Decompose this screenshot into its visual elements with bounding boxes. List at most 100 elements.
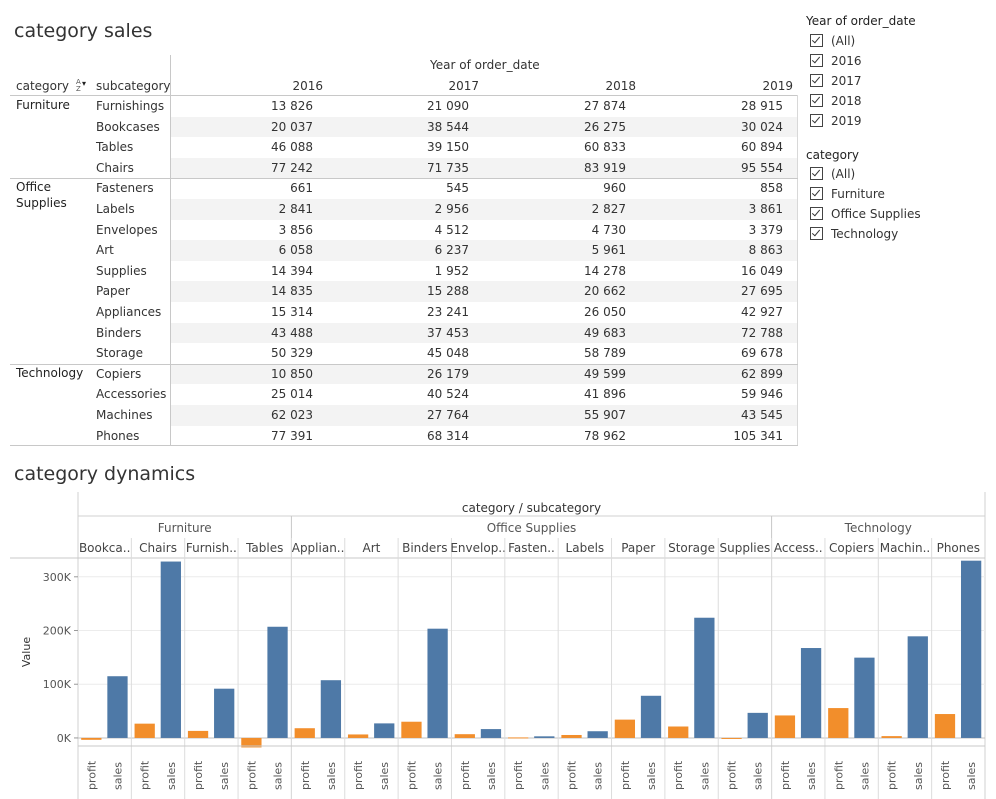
checkbox-checked-icon[interactable] (810, 227, 823, 240)
sales-bar[interactable] (747, 712, 768, 738)
value-cell: 858 (760, 181, 783, 196)
subcategory-cell: Fasteners (96, 181, 154, 196)
filter-option-category[interactable]: Office Supplies (810, 207, 921, 223)
sales-bar[interactable] (907, 636, 928, 738)
subcategory-header: Binders (402, 541, 447, 555)
filter-option-year[interactable]: 2017 (810, 74, 862, 90)
dynamics-title: category dynamics (14, 463, 196, 485)
sales-bar[interactable] (640, 695, 662, 738)
year-header: 2016 (292, 79, 323, 93)
x-tick-label: profit (352, 760, 365, 790)
subcategory-header: Access.. (774, 541, 823, 555)
sales-bar[interactable] (800, 648, 822, 738)
sales-bar[interactable] (694, 617, 715, 738)
sales-bar[interactable] (107, 676, 128, 738)
value-cell: 23 241 (427, 305, 469, 319)
sales-bar[interactable] (267, 626, 288, 738)
profit-bar[interactable] (774, 715, 796, 738)
value-cell: 37 453 (427, 325, 469, 340)
value-cell: 71 735 (427, 160, 469, 175)
filter-option-label: Furniture (831, 187, 885, 201)
profit-bar[interactable] (934, 714, 956, 738)
subcategory-header: Tables (245, 541, 283, 555)
y-tick-label: 100K (43, 678, 72, 691)
category-header: Furniture (158, 521, 212, 535)
sales-bar[interactable] (320, 680, 342, 738)
profit-bar[interactable] (187, 730, 209, 738)
y-tick-label: 0K (57, 732, 72, 745)
year-header: 2017 (448, 79, 479, 93)
profit-bar[interactable] (561, 734, 582, 738)
sales-bar[interactable] (374, 723, 395, 738)
sales-bar[interactable] (214, 688, 235, 738)
filter-option-category[interactable]: (All) (810, 167, 855, 183)
profit-bar[interactable] (508, 737, 529, 739)
category-header: Technology (844, 521, 912, 535)
filter-option-year[interactable]: (All) (810, 34, 855, 50)
checkbox-checked-icon[interactable] (810, 167, 823, 180)
filter-option-category[interactable]: Furniture (810, 187, 885, 203)
subcategory-cell: Chairs (96, 160, 134, 175)
subcategory-header: Applian.. (292, 541, 345, 555)
profit-bar[interactable] (294, 728, 315, 738)
profit-bar[interactable] (347, 734, 369, 738)
sales-bar[interactable] (427, 628, 448, 738)
sort-dropdown-icon[interactable]: ▾ (82, 79, 87, 88)
filter-option-category[interactable]: Technology (810, 227, 898, 243)
value-cell: 50 329 (271, 346, 313, 361)
sales-bar[interactable] (480, 729, 502, 738)
profit-bar[interactable] (134, 723, 155, 738)
x-tick-label: profit (566, 760, 579, 790)
value-cell: 27 764 (427, 408, 469, 422)
sales-bar[interactable] (854, 657, 875, 738)
category-column-header[interactable]: category (16, 79, 70, 93)
subcategory-cell: Phones (96, 428, 140, 443)
checkbox-checked-icon[interactable] (810, 187, 823, 200)
profit-bar[interactable] (881, 736, 902, 738)
value-cell: 78 962 (584, 428, 626, 443)
sales-bar[interactable] (587, 731, 608, 738)
sales-bar[interactable] (160, 561, 181, 738)
profit-bar[interactable] (828, 708, 849, 738)
checkbox-checked-icon[interactable] (810, 54, 823, 67)
columns-header-title: Year of order_date (430, 58, 540, 72)
sales-bar[interactable] (960, 560, 982, 738)
subcategory-header: Fasten.. (508, 541, 555, 555)
value-cell: 30 024 (741, 119, 783, 134)
profit-bar[interactable] (454, 734, 475, 738)
profit-bar[interactable] (241, 737, 262, 748)
checkbox-checked-icon[interactable] (810, 34, 823, 47)
profit-bar[interactable] (614, 719, 636, 738)
year-header: 2019 (762, 79, 793, 93)
sales-bar[interactable] (534, 736, 555, 738)
profit-bar[interactable] (81, 737, 102, 740)
x-tick-label: profit (619, 760, 632, 790)
value-cell: 41 896 (584, 387, 626, 402)
checkbox-checked-icon[interactable] (810, 207, 823, 220)
subcategory-header: Chairs (139, 541, 177, 555)
filter-option-year[interactable]: 2018 (810, 94, 862, 110)
profit-bar[interactable] (721, 737, 742, 739)
checkbox-checked-icon[interactable] (810, 114, 823, 127)
x-tick-label: profit (886, 760, 899, 790)
table-row: Tables 46 088 39 150 60 833 60 894 (96, 137, 798, 158)
profit-bar[interactable] (401, 721, 422, 738)
value-cell: 8 863 (748, 243, 783, 258)
value-cell: 26 275 (584, 119, 626, 134)
value-cell: 46 088 (271, 140, 313, 155)
value-cell: 5 961 (591, 243, 626, 258)
value-cell: 59 946 (741, 387, 783, 402)
value-cell: 62 023 (271, 408, 313, 422)
table-row: Copiers 10 850 26 179 49 599 62 899 (96, 363, 798, 385)
checkbox-checked-icon[interactable] (810, 74, 823, 87)
category-header: Office Supplies (487, 521, 577, 535)
value-cell: 42 927 (741, 305, 783, 319)
table-row: Supplies 14 394 1 952 14 278 16 049 (96, 261, 798, 282)
checkbox-checked-icon[interactable] (810, 94, 823, 107)
chart-header-title: category / subcategory (462, 501, 601, 515)
filter-option-year[interactable]: 2016 (810, 54, 862, 70)
profit-bar[interactable] (668, 726, 689, 738)
category-cell: Technology (16, 365, 84, 380)
filter-option-year[interactable]: 2019 (810, 114, 862, 130)
